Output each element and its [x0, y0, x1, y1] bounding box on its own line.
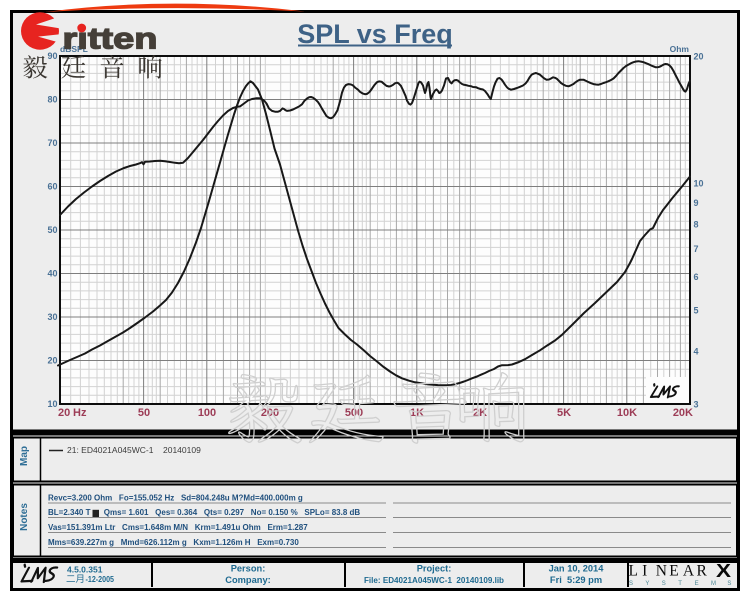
- svg-text:40: 40: [47, 269, 57, 279]
- svg-text:Revc=3.200 Ohm Fo=155.052 Hz: Revc=3.200 Ohm Fo=155.052 Hz Sd=804.248u…: [48, 494, 303, 503]
- svg-text:T: T: [678, 581, 682, 587]
- svg-text:3: 3: [694, 399, 699, 409]
- svg-text:6: 6: [694, 272, 699, 282]
- svg-text:S: S: [662, 581, 666, 587]
- svg-text:4: 4: [694, 347, 699, 357]
- svg-text:X: X: [716, 561, 731, 581]
- svg-text:Company:: Company:: [225, 575, 270, 585]
- svg-text:50: 50: [138, 407, 150, 419]
- svg-text:BL=2.340 T Qms= 1.601 Q: BL=2.340 T Qms= 1.601 Qes= 0.364 Qts= 0.…: [48, 508, 360, 517]
- svg-text:Vas=151.391m Ltr Cms=1.648m: Vas=151.391m Ltr Cms=1.648m M/N Krm=1.49…: [48, 523, 308, 532]
- svg-text:20: 20: [694, 51, 704, 61]
- svg-text:Mms=639.227m g Mmd=626.112m: Mms=639.227m g Mmd=626.112m g Kxm=1.126m…: [48, 538, 299, 547]
- svg-text:7: 7: [694, 244, 699, 254]
- svg-text:S: S: [727, 581, 731, 587]
- svg-text:R: R: [697, 563, 708, 580]
- svg-text:2K: 2K: [473, 407, 487, 419]
- svg-text:1K: 1K: [410, 407, 424, 419]
- svg-text:Ohm: Ohm: [670, 44, 690, 54]
- svg-text:20: 20: [58, 407, 70, 419]
- svg-text:M: M: [711, 581, 716, 587]
- svg-text:Map: Map: [19, 446, 30, 466]
- svg-text:80: 80: [47, 95, 57, 105]
- svg-text:N: N: [656, 563, 667, 580]
- svg-text:10: 10: [47, 399, 57, 409]
- svg-text:L: L: [629, 563, 638, 580]
- svg-text:5: 5: [694, 306, 699, 316]
- svg-text:dBSPL: dBSPL: [60, 44, 88, 54]
- svg-text:20: 20: [47, 356, 57, 366]
- svg-text:S: S: [629, 581, 633, 587]
- svg-text:5K: 5K: [557, 407, 571, 419]
- svg-text:50: 50: [47, 225, 57, 235]
- svg-text:10: 10: [694, 178, 704, 188]
- svg-text:10K: 10K: [617, 407, 637, 419]
- svg-text:20140109: 20140109: [163, 445, 201, 455]
- svg-text:E: E: [695, 581, 699, 587]
- svg-text:100: 100: [198, 407, 216, 419]
- svg-text:60: 60: [47, 182, 57, 192]
- svg-text:Person:: Person:: [231, 564, 266, 574]
- svg-text:Project:: Project:: [417, 564, 452, 574]
- svg-text:Fri 5:29 pm: Fri 5:29 pm: [550, 575, 602, 585]
- svg-text:Notes: Notes: [19, 503, 30, 531]
- svg-text:9: 9: [694, 198, 699, 208]
- svg-text:A: A: [683, 563, 695, 580]
- svg-text:4.5.0.351: 4.5.0.351: [67, 565, 103, 575]
- svg-text:20K: 20K: [673, 407, 693, 419]
- svg-text:SPL vs Freq: SPL vs Freq: [297, 19, 453, 49]
- svg-text:rıtten: rıtten: [63, 23, 158, 56]
- svg-text:I: I: [642, 563, 647, 580]
- svg-text:30: 30: [47, 312, 57, 322]
- svg-text:8: 8: [694, 219, 699, 229]
- svg-text:Hz: Hz: [73, 407, 87, 419]
- svg-text:E: E: [669, 563, 678, 580]
- svg-text:21: ED4021A045WC-1: 21: ED4021A045WC-1: [67, 445, 154, 455]
- svg-text:-12-2005: -12-2005: [86, 574, 115, 584]
- svg-text:Jan 10, 2014: Jan 10, 2014: [549, 564, 605, 574]
- svg-text:Y: Y: [645, 581, 649, 587]
- svg-text:70: 70: [47, 138, 57, 148]
- svg-text:File: ED4021A045WC-1 20140109: File: ED4021A045WC-1 20140109.lib: [364, 575, 504, 585]
- svg-text:90: 90: [47, 51, 57, 61]
